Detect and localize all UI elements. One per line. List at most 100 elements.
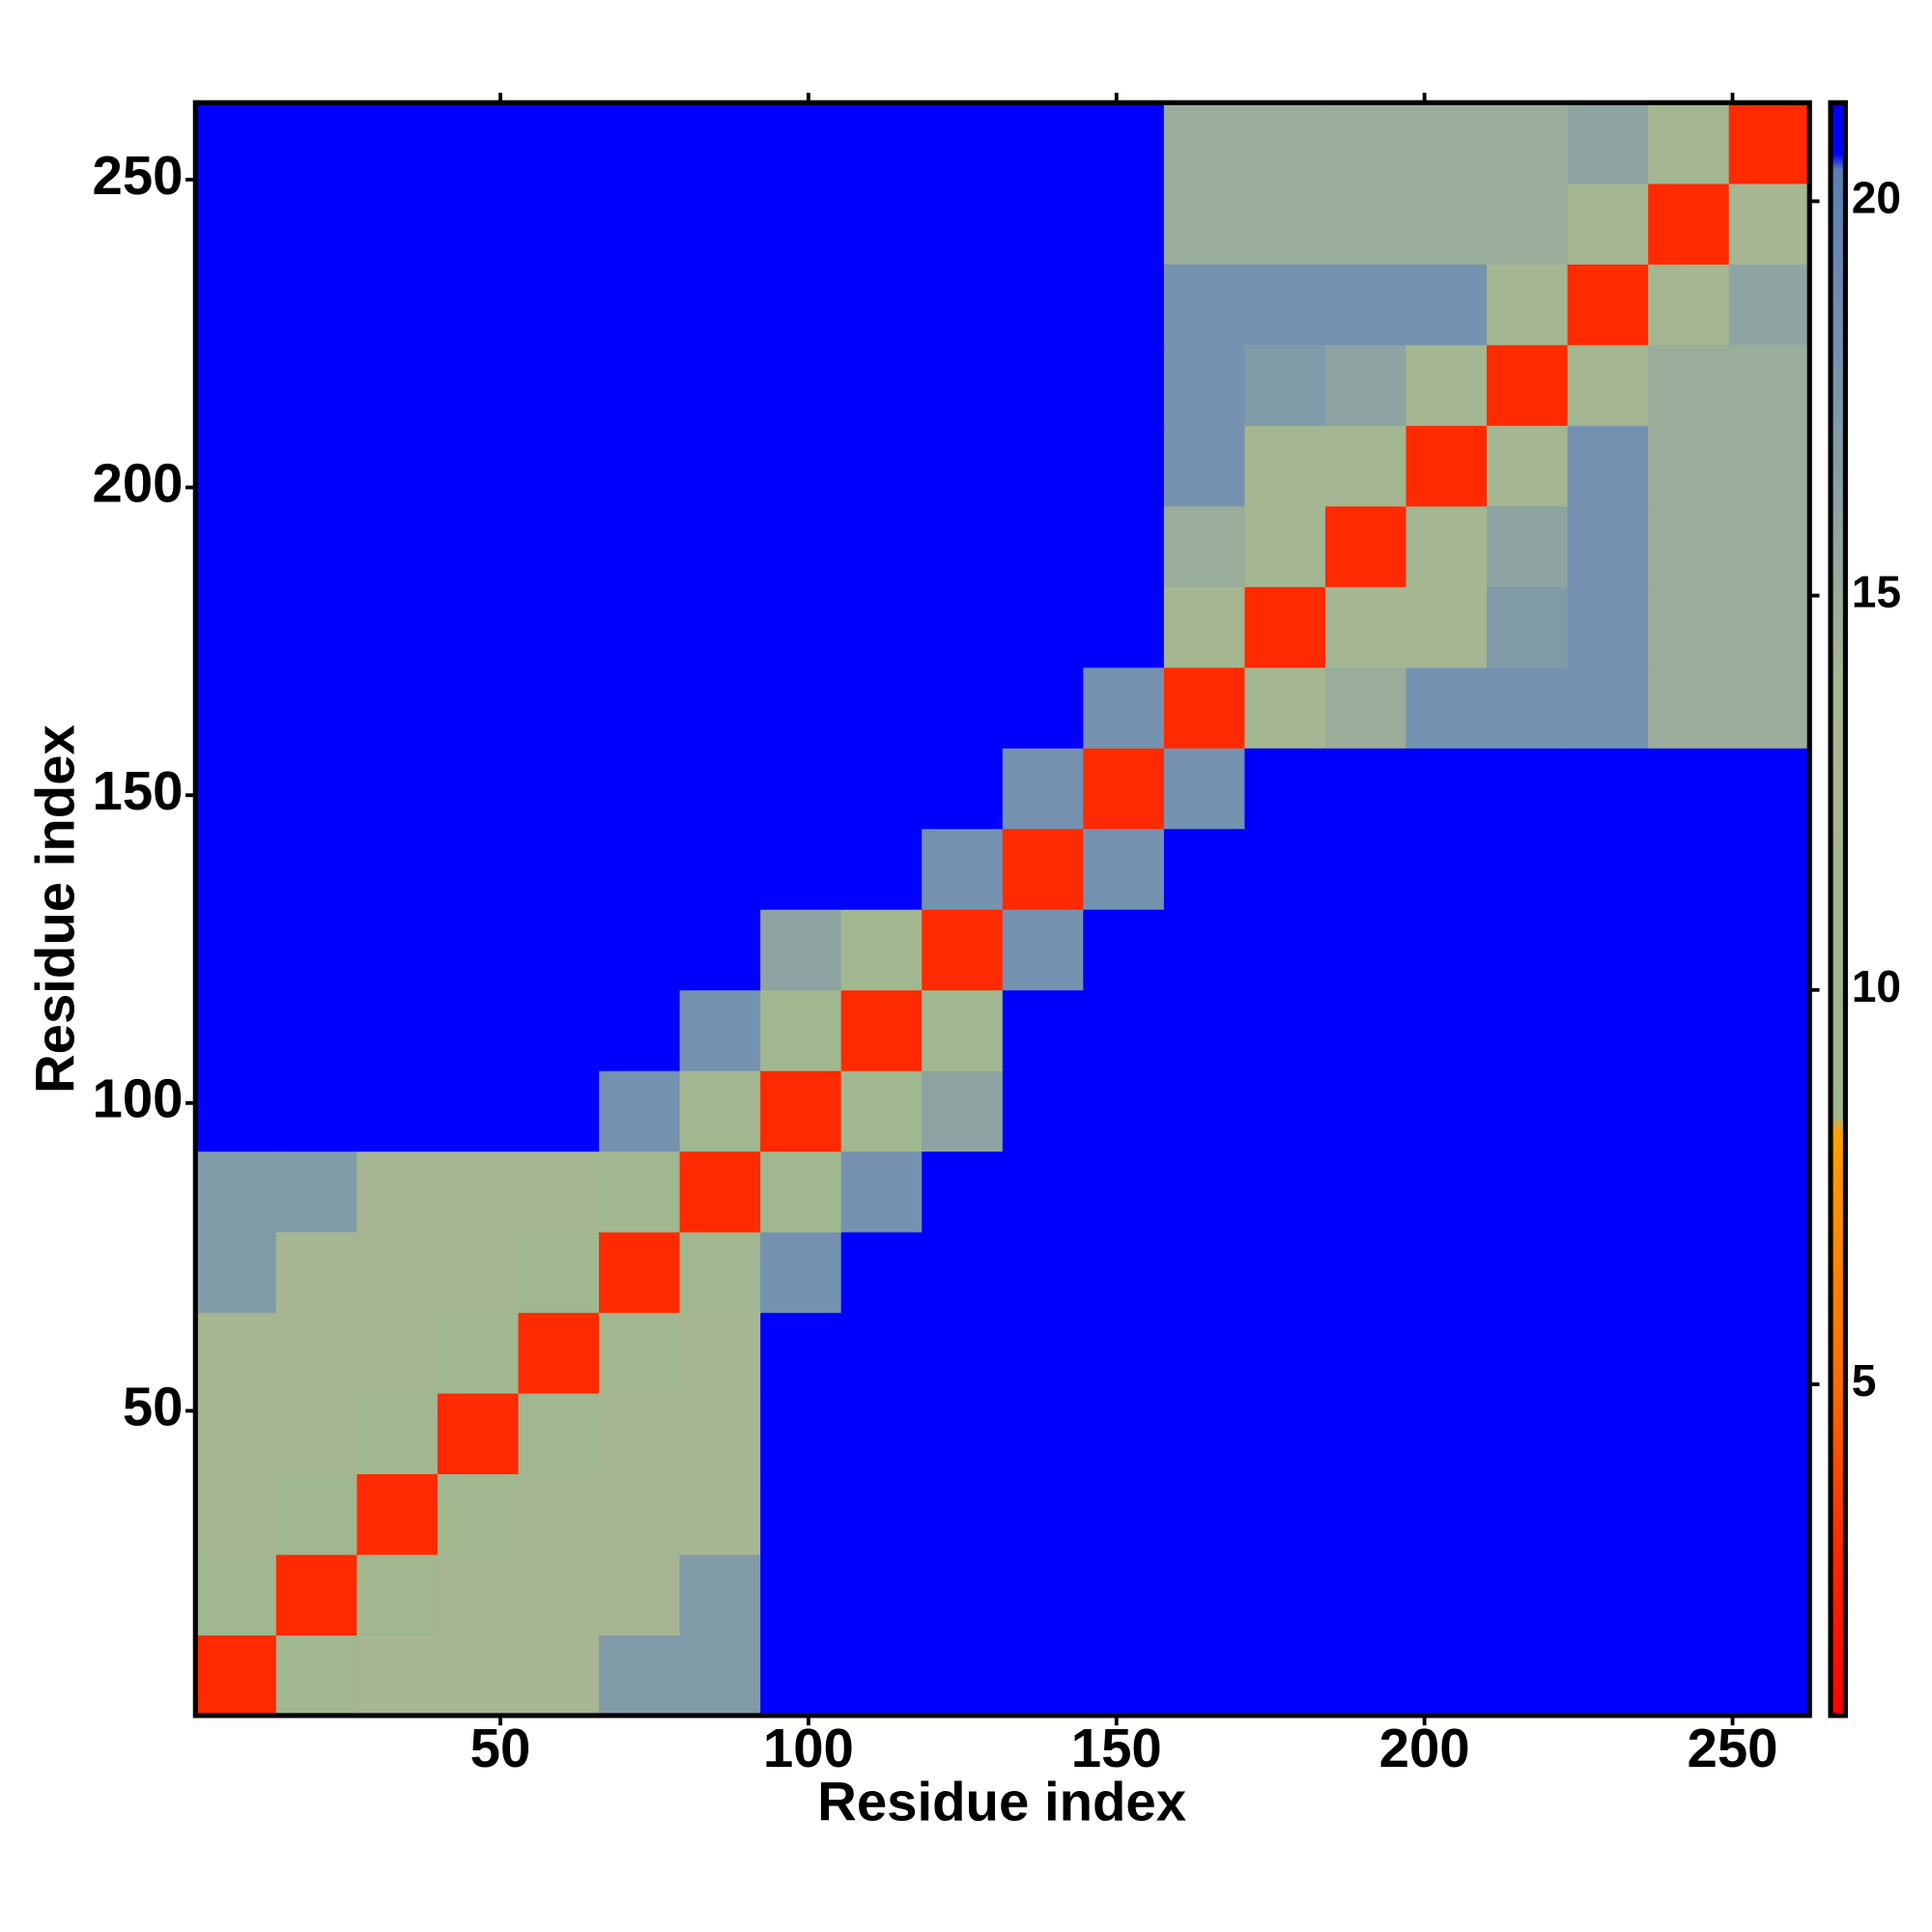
y-tick-label: 250	[93, 145, 184, 206]
heatmap-cell	[1244, 1392, 1326, 1475]
heatmap-cell	[1728, 828, 1810, 910]
heatmap-cell	[356, 1312, 439, 1394]
heatmap-cell	[1567, 1473, 1649, 1555]
heatmap-cell	[1163, 183, 1246, 265]
heatmap-cell	[518, 505, 600, 587]
heatmap-cell	[1163, 344, 1246, 426]
heatmap-cell	[1406, 586, 1488, 668]
heatmap-cell	[1083, 1312, 1165, 1394]
heatmap-cell	[275, 1312, 358, 1394]
heatmap-cell	[1244, 425, 1326, 507]
heatmap-cell	[1244, 505, 1326, 587]
heatmap-cell	[1324, 1232, 1407, 1314]
heatmap-cell	[1244, 344, 1326, 426]
heatmap-cell	[1406, 1553, 1488, 1636]
heatmap-cell	[679, 425, 761, 507]
heatmap-cell	[1244, 1473, 1326, 1555]
heatmap-cell	[1083, 1070, 1165, 1152]
heatmap-cell	[195, 667, 277, 749]
heatmap-cell	[437, 264, 520, 346]
heatmap-cell	[679, 1553, 761, 1636]
heatmap-cell	[1487, 102, 1569, 185]
heatmap-cell	[1002, 586, 1084, 668]
heatmap-cell	[1648, 828, 1730, 910]
heatmap-cell	[1083, 909, 1165, 991]
heatmap-cell	[275, 344, 358, 426]
heatmap-cell	[599, 1634, 681, 1717]
heatmap-cell	[195, 989, 277, 1071]
heatmap-cell	[1163, 989, 1246, 1071]
heatmap-cell	[840, 344, 923, 426]
heatmap-cell	[437, 183, 520, 265]
heatmap-cell	[1487, 1553, 1569, 1636]
heatmap-cell	[760, 1232, 842, 1314]
heatmap-cell	[1244, 1553, 1326, 1636]
heatmap-cell	[195, 586, 277, 668]
heatmap-cell	[356, 1392, 439, 1475]
heatmap-cell	[275, 1634, 358, 1717]
heatmap-cell	[1244, 1070, 1326, 1152]
heatmap-cell	[840, 1232, 923, 1314]
heatmap-cell	[195, 1553, 277, 1636]
heatmap-cell	[679, 183, 761, 265]
heatmap-cell	[679, 1070, 761, 1152]
heatmap-cell	[1244, 1151, 1326, 1233]
heatmap-cell	[760, 828, 842, 910]
heatmap-cell	[1487, 1070, 1569, 1152]
heatmap-cell	[1648, 1634, 1730, 1717]
heatmap-cell	[1406, 102, 1488, 185]
heatmap-cell	[518, 1634, 600, 1717]
heatmap-cell	[1324, 586, 1407, 668]
heatmap-cell	[1728, 344, 1810, 426]
heatmap-cell	[1567, 1070, 1649, 1152]
heatmap-cell	[1083, 1151, 1165, 1233]
heatmap-cell	[275, 102, 358, 185]
heatmap-cell	[1648, 989, 1730, 1071]
heatmap-cell	[1324, 1070, 1407, 1152]
heatmap-cell	[679, 748, 761, 830]
heatmap-cell	[1648, 505, 1730, 587]
heatmap-cell	[1324, 1473, 1407, 1555]
heatmap-cell	[356, 667, 439, 749]
heatmap-cell	[1002, 828, 1084, 910]
heatmap-cell	[1406, 425, 1488, 507]
heatmap-cells	[195, 102, 1810, 1717]
heatmap-cell	[840, 505, 923, 587]
heatmap-cell	[1083, 667, 1165, 749]
heatmap-cell	[1324, 1634, 1407, 1717]
heatmap-cell	[1083, 586, 1165, 668]
heatmap-cell	[275, 909, 358, 991]
heatmap-cell	[275, 667, 358, 749]
heatmap-cell	[1567, 828, 1649, 910]
heatmap-cell	[275, 1553, 358, 1636]
heatmap-cell	[922, 748, 1004, 830]
heatmap-cell	[1728, 1232, 1810, 1314]
heatmap-cell	[922, 1151, 1004, 1233]
heatmap-cell	[599, 1070, 681, 1152]
heatmap-cell	[1648, 264, 1730, 346]
heatmap-cell	[356, 264, 439, 346]
heatmap-cell	[760, 1553, 842, 1636]
heatmap-cell	[1244, 1312, 1326, 1394]
heatmap-cell	[1324, 1392, 1407, 1475]
heatmap-cell	[840, 828, 923, 910]
heatmap-cell	[840, 1312, 923, 1394]
heatmap-cell	[1083, 344, 1165, 426]
heatmap-cell	[195, 1473, 277, 1555]
heatmap-cell	[679, 1392, 761, 1475]
heatmap-cell	[922, 586, 1004, 668]
heatmap-cell	[518, 828, 600, 910]
heatmap-cell	[437, 1634, 520, 1717]
heatmap-cell	[195, 1232, 277, 1314]
heatmap-cell	[1406, 748, 1488, 830]
heatmap-cell	[518, 1232, 600, 1314]
heatmap-cell	[1728, 102, 1810, 185]
heatmap-cell	[922, 1232, 1004, 1314]
heatmap-cell	[275, 425, 358, 507]
heatmap-cell	[437, 828, 520, 910]
heatmap-cell	[518, 1473, 600, 1555]
heatmap-cell	[1487, 1151, 1569, 1233]
heatmap-cell	[1324, 1151, 1407, 1233]
heatmap-cell	[1487, 1392, 1569, 1475]
